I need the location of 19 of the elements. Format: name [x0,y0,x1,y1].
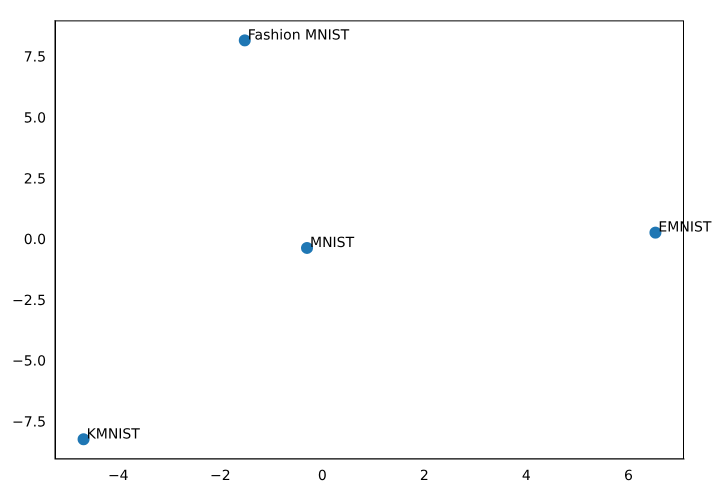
x-tick-label: 6 [624,468,633,484]
y-tick-label: −5.0 [12,354,46,370]
x-tick-label: −2 [210,468,231,484]
x-tick-label: 0 [318,468,327,484]
x-tick-label: 4 [522,468,531,484]
point [649,226,662,239]
annotation: MNIST [310,234,355,251]
y-tick-label: 5.0 [24,110,46,126]
point [238,34,251,46]
annotation: Fashion MNIST [248,27,350,44]
x-tick-label: 2 [420,468,429,484]
y-tick-label: 7.5 [24,50,46,66]
y-tick-label: 2.5 [24,171,46,188]
x-tick-label: −4 [108,468,129,484]
point [78,433,90,446]
y-tick-label: −2.5 [12,292,46,309]
annotation: KMNIST [86,426,140,442]
y-tick-label: 0.0 [24,232,46,248]
y-tick-label: −7.5 [12,414,46,430]
